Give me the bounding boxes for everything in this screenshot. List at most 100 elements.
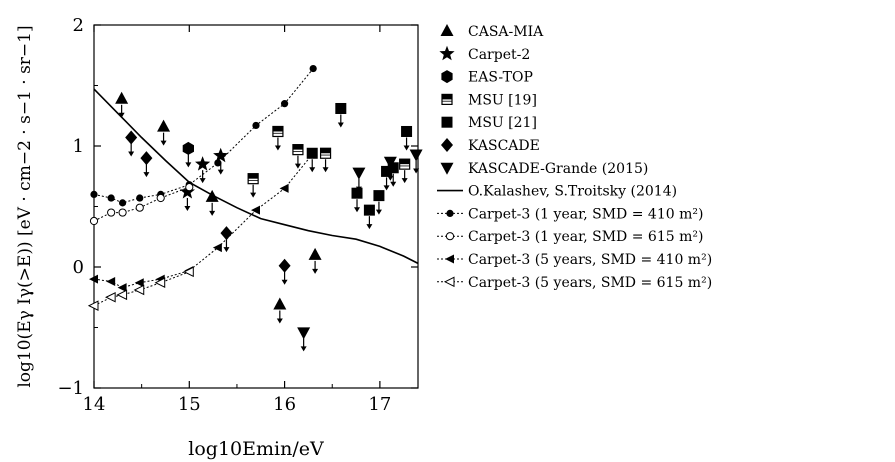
data-point [319, 147, 332, 159]
legend-label: KASCADE [468, 138, 540, 154]
data-point [213, 147, 229, 163]
data-point [118, 208, 127, 217]
legend-label: Carpet-2 [468, 47, 530, 63]
legend-item: EAS-TOP [441, 70, 533, 86]
data-point [116, 289, 128, 301]
upper-limit-arrow [312, 260, 319, 274]
upper-limit-arrow [413, 160, 420, 174]
upper-limit-arrow [128, 143, 135, 157]
legend-label: Carpet-3 (5 years, SMD = 410 m²) [468, 252, 712, 268]
legend-label: Carpet-3 (1 year, SMD = 410 m²) [468, 206, 703, 222]
y-axis-label: log10(Eγ Iγ(>E)) [eV · cm−2 · s−1 · sr−1… [15, 25, 35, 387]
upper-limit-arrow [355, 178, 362, 192]
data-point [278, 258, 291, 273]
legend-marker [443, 276, 455, 288]
data-point [272, 125, 284, 138]
data-point [387, 162, 399, 174]
series-line [93, 152, 314, 289]
legend-label: KASCADE-Grande (2015) [468, 161, 648, 177]
legend-marker [446, 209, 454, 217]
x-axis-label: log10Emin/eV [188, 438, 324, 460]
legend-marker [441, 116, 453, 128]
data-point [399, 158, 411, 170]
series-2 [182, 141, 194, 168]
data-point [115, 91, 129, 104]
legend-label: EAS-TOP [468, 70, 533, 86]
data-point [251, 205, 260, 215]
data-point [352, 167, 366, 180]
data-point [117, 283, 127, 293]
upper-limit-arrow [354, 199, 361, 213]
upper-limit-arrow [223, 239, 230, 253]
legend-marker [441, 138, 453, 152]
upper-limit-arrow [403, 137, 410, 151]
upper-limit-arrow [300, 338, 307, 352]
data-point [214, 159, 222, 167]
data-point [279, 183, 289, 193]
data-point [182, 141, 194, 155]
x-tick-label: 15 [178, 394, 201, 415]
data-point [308, 148, 318, 158]
series-line [93, 88, 419, 265]
data-point [135, 203, 144, 212]
data-point [107, 194, 115, 202]
legend-marker [440, 24, 454, 36]
legend-item: MSU [21] [441, 115, 537, 131]
data-point [195, 156, 211, 171]
series-line [93, 186, 190, 222]
legend-item: Carpet-3 (5 years, SMD = 615 m²) [437, 275, 712, 291]
data-point [401, 125, 413, 137]
data-point [363, 204, 375, 216]
data-point [185, 183, 194, 192]
legend-item: KASCADE-Grande (2015) [440, 161, 648, 177]
data-point [106, 277, 116, 287]
upper-limit-arrow [143, 164, 150, 178]
upper-limit-arrow [209, 202, 216, 216]
legend-label: MSU [19] [468, 92, 537, 108]
upper-limit-arrow [294, 155, 301, 169]
data-point [125, 130, 138, 145]
legend-label: MSU [21] [468, 115, 537, 131]
upper-limit-arrow [184, 197, 191, 211]
upper-limit-arrow [383, 177, 390, 191]
legend-item: CASA-MIA [440, 24, 544, 40]
legend-item: Carpet-3 (5 years, SMD = 410 m²) [437, 252, 712, 268]
upper-limit-arrow [250, 184, 257, 198]
chart-marks [87, 64, 423, 352]
x-tick-label: 14 [83, 394, 106, 415]
y-tick-label: 1 [73, 136, 84, 157]
legend-label: CASA-MIA [468, 24, 544, 40]
series-line [93, 68, 314, 204]
data-point [409, 149, 423, 162]
data-point [118, 199, 127, 207]
data-point [87, 300, 99, 312]
data-point [381, 165, 393, 177]
data-point [220, 226, 233, 241]
upper-limit-arrow [390, 173, 397, 187]
data-point [134, 278, 144, 288]
series-4 [306, 102, 413, 230]
data-point [107, 208, 116, 217]
series-9 [89, 183, 194, 226]
x-tick-label: 16 [273, 394, 296, 415]
data-point [136, 194, 144, 202]
upper-limit-arrow [185, 154, 192, 168]
y-tick-label: 0 [73, 257, 84, 278]
series-5 [125, 130, 291, 285]
upper-limit-arrow [281, 271, 288, 285]
legend-marker [440, 162, 454, 175]
x-tick-label: 17 [368, 394, 391, 415]
upper-limit-arrow [160, 132, 167, 146]
data-point [133, 284, 145, 296]
data-point [373, 190, 385, 202]
legend-item: O.Kalashev, S.Troitsky (2014) [437, 184, 677, 200]
data-point [89, 216, 99, 226]
data-point [105, 291, 116, 303]
data-point [292, 144, 304, 156]
legend-marker [445, 254, 454, 264]
data-point [154, 277, 166, 289]
upper-limit-arrow [366, 216, 373, 230]
data-point [212, 243, 222, 253]
data-point [351, 187, 363, 199]
